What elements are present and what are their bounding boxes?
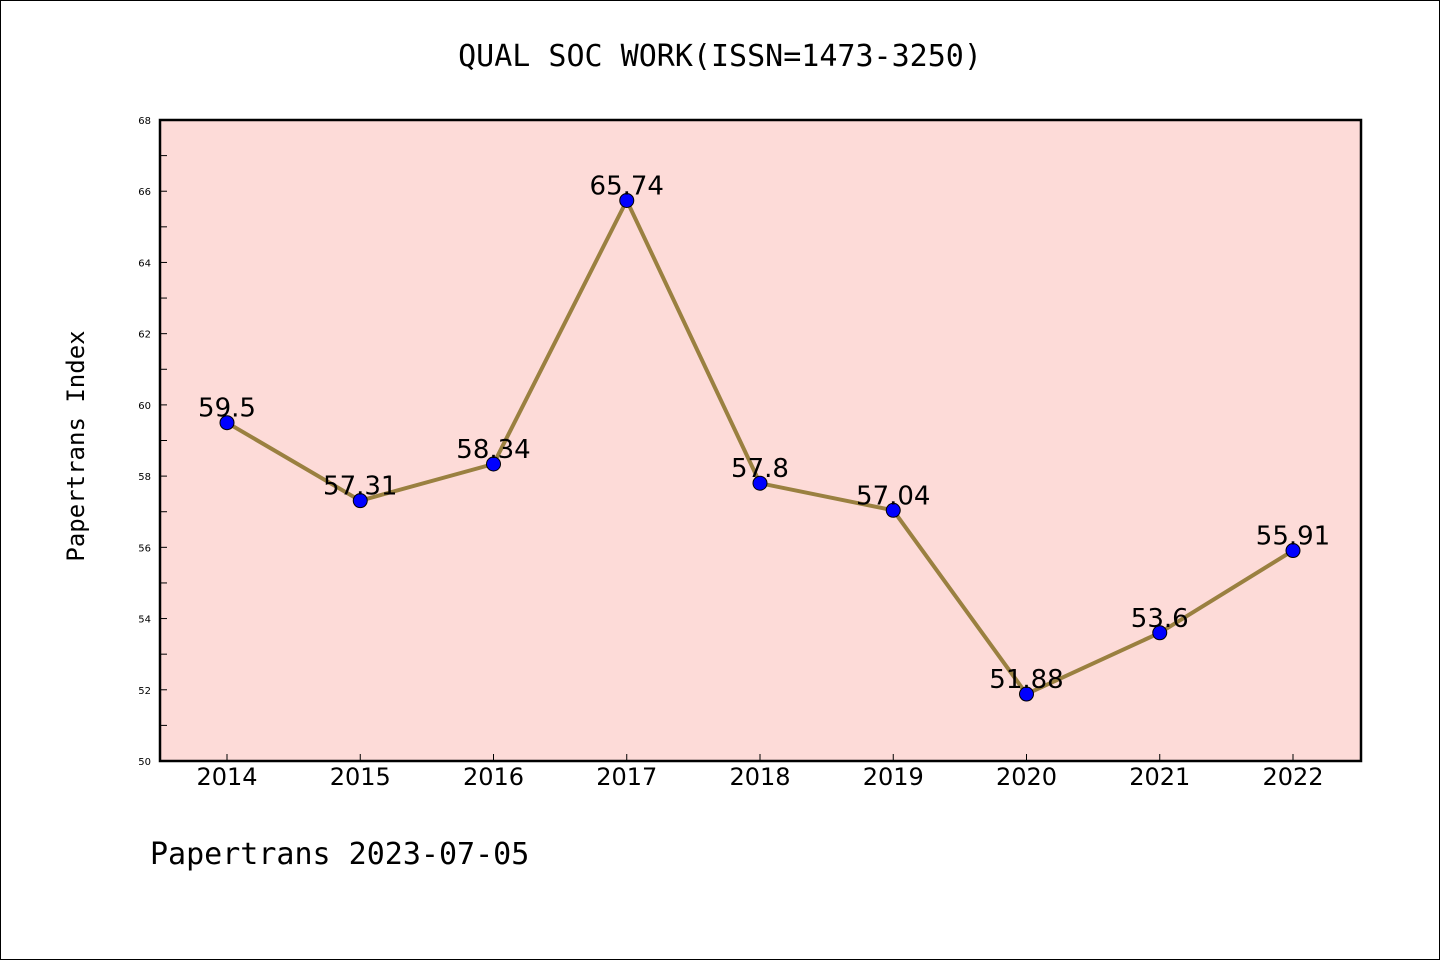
data-label: 59.5 xyxy=(198,394,256,424)
data-point xyxy=(752,475,768,491)
data-point xyxy=(619,192,635,208)
data-point xyxy=(486,456,501,472)
x-tick-label: 2021 xyxy=(1129,763,1190,791)
chart-title: QUAL SOC WORK(ISSN=1473-3250) xyxy=(458,39,982,74)
plot-area xyxy=(160,120,1361,761)
x-tick-label: 2016 xyxy=(463,763,524,791)
y-tick-label: 54 xyxy=(138,615,151,626)
y-tick-label: 64 xyxy=(138,258,151,269)
data-point xyxy=(352,493,368,509)
data-point xyxy=(885,502,901,518)
x-tick-label: 2019 xyxy=(863,763,924,791)
data-point xyxy=(1285,543,1301,559)
data-markers xyxy=(219,192,1301,702)
x-tick-label: 2014 xyxy=(196,763,257,791)
data-label: 58.34 xyxy=(456,435,530,465)
y-tick-label: 62 xyxy=(138,330,151,341)
y-tick-label: 50 xyxy=(138,757,151,768)
x-tick-label: 2020 xyxy=(996,763,1057,791)
data-label: 57.31 xyxy=(323,472,397,502)
data-label: 55.91 xyxy=(1256,522,1330,552)
x-tick-label: 2018 xyxy=(729,763,790,791)
y-tick-label: 52 xyxy=(138,686,151,697)
data-label: 57.04 xyxy=(856,481,930,511)
data-label: 65.74 xyxy=(590,171,664,201)
y-tick-label: 68 xyxy=(138,116,151,127)
y-tick-label: 56 xyxy=(138,543,151,554)
x-tick-label: 2017 xyxy=(596,763,657,791)
y-tick-label: 60 xyxy=(138,401,151,412)
y-axis-label: Papertrans Index xyxy=(62,330,90,561)
data-label: 51.88 xyxy=(989,665,1063,695)
y-tick-label: 58 xyxy=(138,472,151,483)
x-tick-label: 2022 xyxy=(1262,763,1323,791)
y-tick-label: 66 xyxy=(138,187,151,198)
x-tick-label: 2015 xyxy=(330,763,391,791)
data-point xyxy=(1019,686,1034,702)
data-label: 53.6 xyxy=(1131,604,1189,634)
footer-date: Papertrans 2023-07-05 xyxy=(150,837,529,872)
x-axis-ticks: 2014 2015 2016 2017 2018 2019 2020 2021 2022 xyxy=(196,754,1324,791)
plot-border xyxy=(158,118,1363,763)
data-label: 57.8 xyxy=(731,454,789,484)
data-point xyxy=(1152,625,1168,641)
data-point xyxy=(219,415,235,431)
data-labels: 59.5 57.31 58.34 65.74 57.8 57.04 51.88 53.6 55.… xyxy=(198,171,1330,695)
